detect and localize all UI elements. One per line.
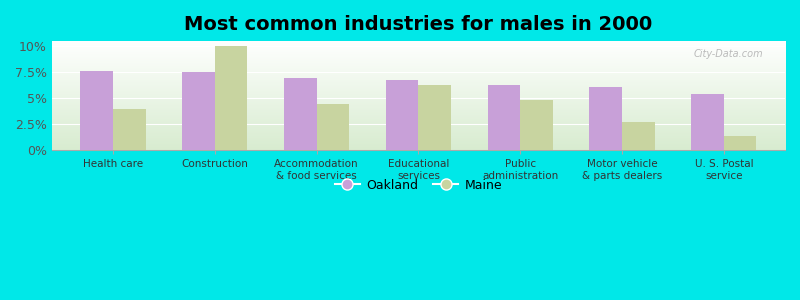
Bar — [80, 71, 113, 150]
Bar — [113, 109, 146, 150]
Bar — [488, 85, 520, 150]
Bar — [386, 80, 418, 150]
Bar — [590, 87, 622, 150]
Bar — [418, 85, 451, 150]
Bar — [214, 46, 247, 150]
Text: City-Data.com: City-Data.com — [694, 49, 763, 59]
Bar — [284, 77, 317, 150]
Bar — [691, 94, 724, 150]
Bar — [622, 122, 654, 150]
Title: Most common industries for males in 2000: Most common industries for males in 2000 — [184, 15, 653, 34]
Bar — [182, 72, 214, 150]
Bar — [317, 103, 349, 150]
Bar — [724, 136, 757, 150]
Bar — [520, 100, 553, 150]
Legend: Oakland, Maine: Oakland, Maine — [330, 174, 507, 196]
